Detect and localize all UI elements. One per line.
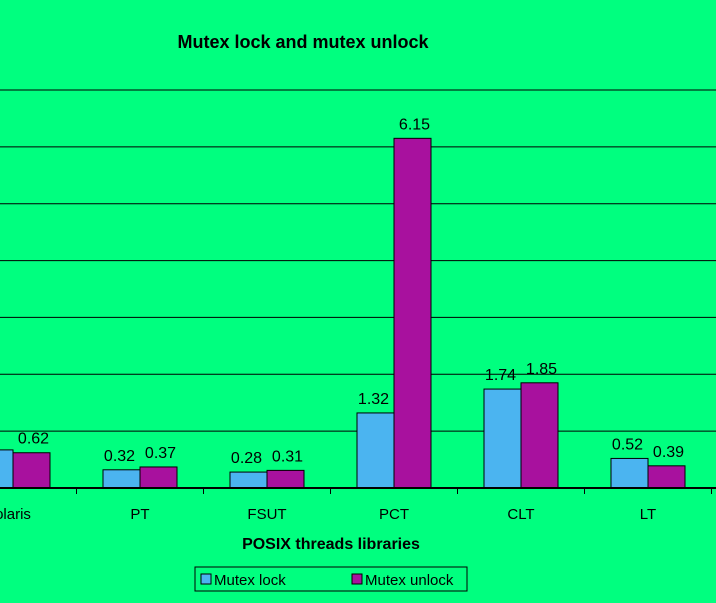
bar-mutex-unlock-pct (393, 137, 432, 489)
bar-mutex-unlock-olaris (12, 452, 51, 489)
x-tick-label: PT (130, 506, 149, 523)
bar-mutex-unlock-clt (520, 382, 559, 489)
legend-label-mutex-unlock: Mutex unlock (365, 572, 454, 589)
data-label: 1.85 (526, 361, 557, 378)
data-label: 0.52 (612, 436, 643, 453)
x-tick-label: LT (640, 506, 656, 523)
bar-mutex-lock-pt (102, 469, 141, 489)
value-labels: 70.620.320.370.280.311.326.151.741.850.5… (18, 116, 684, 467)
bar-mutex-lock-pct (356, 412, 395, 489)
bars (0, 137, 686, 489)
data-label: 0.31 (272, 448, 303, 465)
legend: Mutex lock Mutex unlock (194, 566, 468, 592)
legend-swatch-mutex-lock (200, 573, 212, 585)
bar-mutex-unlock-lt (647, 465, 686, 489)
data-label: 1.32 (358, 391, 389, 408)
bar-mutex-unlock-fsut (266, 469, 305, 489)
data-label: 0.32 (104, 448, 135, 465)
data-label: 1.74 (485, 367, 516, 384)
x-tick-label: CLT (507, 506, 534, 523)
legend-swatch-mutex-unlock (351, 573, 363, 585)
x-ticks: olaris PT FSUT PCT CLT LT (0, 488, 712, 523)
bar-mutex-unlock-pt (139, 466, 178, 489)
data-label: 6.15 (399, 116, 430, 133)
x-tick-label: olaris (0, 506, 31, 523)
gridlines (0, 89, 716, 432)
x-axis-label: POSIX threads libraries (242, 536, 420, 553)
legend-box (194, 566, 468, 592)
bar-mutex-lock-fsut (229, 471, 268, 489)
chart-title: Mutex lock and mutex unlock (177, 32, 429, 52)
x-tick-label: FSUT (247, 506, 286, 523)
bar-mutex-lock-lt (610, 457, 649, 489)
bar-mutex-lock-clt (483, 388, 522, 489)
data-label: 0.28 (231, 450, 262, 467)
bar-mutex-lock-olaris (0, 449, 14, 489)
data-label: 0.37 (145, 445, 176, 462)
data-label: 0.39 (653, 444, 684, 461)
x-tick-label: PCT (379, 506, 409, 523)
data-label: 0.62 (18, 431, 49, 448)
legend-label-mutex-lock: Mutex lock (214, 572, 286, 589)
